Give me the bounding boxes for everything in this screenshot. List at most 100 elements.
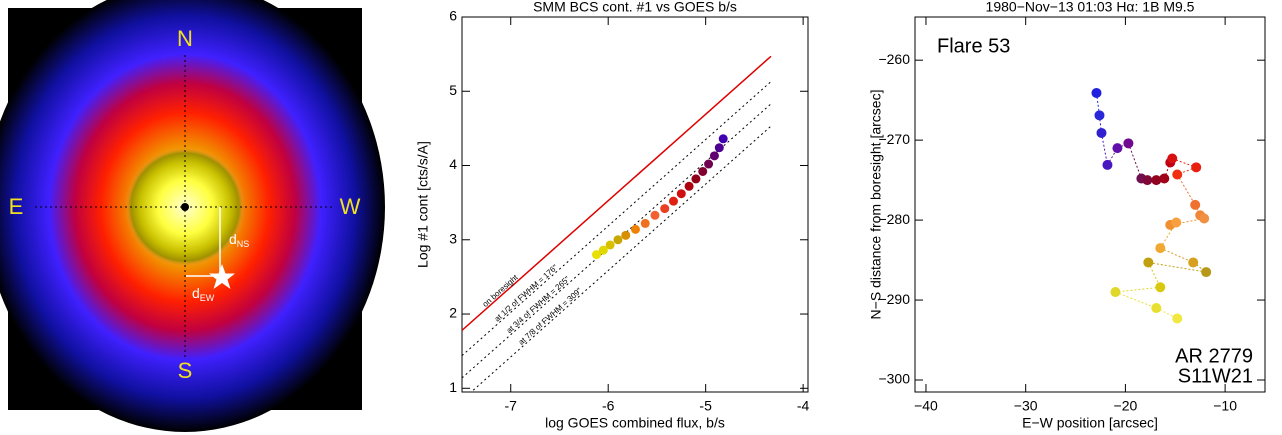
data-point — [1112, 143, 1123, 154]
connector — [1163, 162, 1171, 179]
connector — [1127, 143, 1142, 179]
data-point — [598, 245, 608, 255]
data-point — [650, 210, 660, 220]
data-point — [592, 250, 602, 260]
series-line — [462, 55, 772, 331]
y-tick-label: −270 — [878, 131, 910, 147]
center — [181, 203, 189, 211]
beam-diagram: N S E W dNS dEW — [0, 0, 385, 432]
data-point — [630, 224, 640, 234]
x-axis-label: E−W position [arcsec] — [1022, 415, 1158, 431]
data-point — [1188, 257, 1199, 268]
y-tick-label: −290 — [878, 291, 910, 307]
d-ns-sub: NS — [237, 239, 250, 249]
y-tick-label: 6 — [449, 8, 457, 24]
data-point — [1091, 87, 1102, 98]
y-tick-label: −260 — [878, 51, 910, 67]
connector — [1148, 261, 1207, 273]
annotation: Flare 53 — [937, 35, 1010, 57]
connector — [1115, 286, 1161, 293]
y-tick-label: −280 — [878, 211, 910, 227]
y-tick-label: 4 — [449, 156, 457, 172]
plot-frame — [461, 16, 809, 393]
plot-area — [462, 55, 772, 392]
data-point — [1096, 127, 1107, 138]
data-point — [1151, 303, 1162, 314]
x-axis-label: log GOES combined flux, b/s — [545, 415, 725, 431]
data-point — [1167, 153, 1178, 164]
data-point — [718, 134, 728, 144]
data-point — [1201, 267, 1212, 278]
data-point — [660, 204, 670, 214]
data-point — [684, 181, 694, 191]
data-point — [640, 218, 650, 228]
chart-panel: SMM BCS cont. #1 vs GOES b/s log GOES com… — [415, 0, 810, 431]
data-point — [1123, 138, 1134, 149]
connector — [1115, 291, 1157, 309]
data-point — [1102, 159, 1113, 170]
east-label: E — [9, 194, 24, 219]
data-point — [621, 230, 631, 240]
data-point — [1172, 169, 1183, 180]
x-tick-label: −40 — [914, 398, 938, 414]
data-point — [1191, 162, 1202, 173]
data-point — [709, 151, 719, 161]
plot-area — [1091, 87, 1212, 324]
data-point — [1190, 199, 1201, 210]
x-tick-label: -7 — [505, 398, 518, 414]
data-point — [1172, 313, 1183, 324]
connector — [1098, 115, 1102, 133]
data-point — [704, 159, 714, 169]
x-tick-label: −30 — [1014, 398, 1038, 414]
data-point — [1155, 243, 1166, 254]
x-tick-label: -6 — [602, 398, 615, 414]
y-tick-label: 3 — [449, 230, 457, 246]
x-tick-label: -4 — [797, 398, 810, 414]
y-axis-label: Log #1 cont [cts/s/A] — [415, 141, 431, 268]
y-axis-label: N−S distance from boresight [arcsec] — [868, 90, 884, 320]
data-point — [668, 196, 678, 206]
data-point — [1159, 173, 1170, 184]
x-tick-label: −20 — [1114, 398, 1138, 414]
annotation: AR 2779 — [1175, 345, 1253, 367]
series-line — [470, 125, 772, 392]
y-tick-label: 2 — [449, 305, 457, 321]
data-point — [1094, 110, 1105, 121]
data-point — [1151, 175, 1162, 186]
data-point — [1171, 217, 1182, 228]
south-label: S — [178, 358, 193, 383]
data-point — [1199, 213, 1210, 224]
star — [209, 264, 235, 289]
connector — [1100, 132, 1108, 166]
west-label: W — [340, 194, 361, 219]
data-point — [714, 143, 724, 153]
d-ew-main: d — [192, 285, 200, 301]
chart-title: SMM BCS cont. #1 vs GOES b/s — [533, 0, 737, 15]
chart-title: 1980−Nov−13 01:03 Hα: 1B M9.5 — [986, 0, 1195, 15]
data-point — [676, 189, 686, 199]
x-tick-label: −10 — [1213, 398, 1237, 414]
y-tick-label: 1 — [449, 379, 457, 395]
series-line — [462, 81, 772, 356]
data-point — [605, 240, 615, 250]
data-point — [1155, 282, 1166, 293]
north-label: N — [177, 26, 193, 51]
d-ns-label: dNS — [229, 231, 249, 250]
y-tick-label: −300 — [878, 371, 910, 387]
connector — [1160, 247, 1194, 263]
d-ew-label: dEW — [192, 285, 215, 304]
d-ew-sub: EW — [200, 293, 215, 303]
plot-frame — [914, 16, 1266, 393]
chart-panel: 1980−Nov−13 01:03 Hα: 1B M9.5 E−W positio… — [868, 0, 1266, 431]
connector — [1176, 174, 1196, 206]
d-ns-main: d — [229, 231, 237, 247]
data-point — [1143, 257, 1154, 268]
data-point — [613, 235, 623, 245]
annotation: S11W21 — [1178, 365, 1253, 387]
x-tick-label: -5 — [699, 398, 712, 414]
data-point — [1142, 175, 1153, 186]
data-point — [698, 166, 708, 176]
y-tick-label: 5 — [449, 82, 457, 98]
